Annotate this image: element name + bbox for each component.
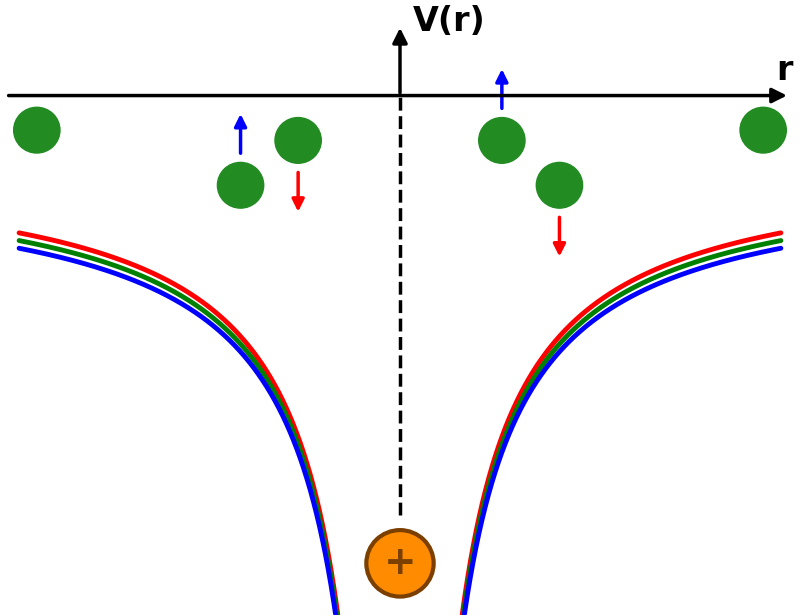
Ellipse shape	[275, 118, 322, 163]
Ellipse shape	[536, 163, 582, 208]
Text: V(r): V(r)	[414, 6, 486, 38]
Ellipse shape	[218, 163, 264, 208]
Ellipse shape	[740, 107, 786, 153]
Text: +: +	[384, 545, 416, 582]
Ellipse shape	[478, 118, 525, 163]
Ellipse shape	[14, 107, 60, 153]
Ellipse shape	[366, 530, 434, 596]
Text: r: r	[777, 54, 793, 87]
